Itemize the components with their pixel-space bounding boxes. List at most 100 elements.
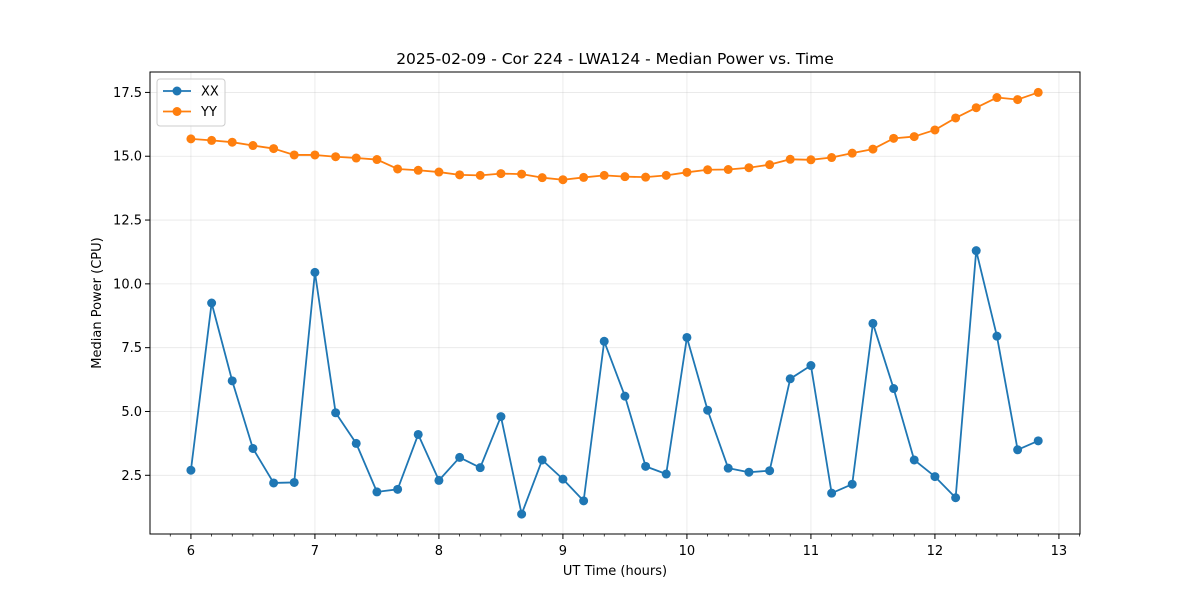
legend-marker-yy (172, 107, 182, 116)
x-tick-label: 10 (679, 544, 696, 559)
data-point-xx (971, 246, 981, 256)
data-point-yy (827, 153, 837, 163)
data-point-xx (455, 452, 465, 462)
series-line-xx (190, 249, 1039, 515)
data-point-yy (413, 165, 423, 175)
data-point-yy (641, 172, 651, 182)
legend-marker-xx (172, 86, 182, 96)
data-point-yy (1013, 95, 1023, 105)
data-point-yy (579, 172, 589, 182)
data-point-yy (951, 113, 961, 123)
data-point-xx (248, 443, 258, 453)
data-point-yy (599, 170, 609, 180)
data-point-yy (455, 170, 465, 180)
y-tick-label: 12.5 (113, 214, 142, 229)
data-point-yy (331, 152, 341, 162)
data-point-yy (971, 103, 981, 113)
data-point-xx (310, 267, 320, 277)
data-point-xx (558, 474, 568, 484)
data-point-xx (517, 509, 527, 519)
data-point-xx (951, 493, 961, 503)
data-point-yy (517, 169, 527, 179)
legend-label-yy: YY (200, 105, 217, 120)
x-tick-label: 7 (311, 544, 319, 559)
data-point-xx (682, 332, 692, 342)
data-point-yy (682, 167, 692, 177)
legend: XX YY (156, 78, 226, 127)
data-point-yy (207, 135, 217, 145)
y-tick-label: 15.0 (113, 150, 142, 165)
data-point-yy (289, 150, 299, 160)
data-point-xx (289, 477, 299, 487)
data-point-xx (620, 391, 630, 401)
data-point-yy (1033, 87, 1043, 97)
data-point-xx (537, 455, 547, 465)
grid-lines (150, 72, 1080, 534)
data-point-xx (475, 463, 485, 473)
data-point-xx (599, 336, 609, 346)
x-tick-label: 9 (559, 544, 567, 559)
data-point-yy (558, 175, 568, 185)
data-point-xx (207, 298, 217, 308)
data-point-yy (537, 173, 547, 183)
data-point-yy (992, 93, 1002, 103)
data-point-xx (331, 408, 341, 418)
x-tick-label: 8 (435, 544, 443, 559)
data-point-xx (909, 455, 919, 465)
data-point-xx (227, 376, 237, 386)
y-tick-label: 10.0 (113, 277, 142, 292)
data-point-yy (269, 144, 279, 154)
series-layer (186, 87, 1043, 519)
data-point-yy (868, 144, 878, 154)
y-tick-label: 17.5 (113, 86, 142, 101)
y-tick-label: 5.0 (121, 405, 142, 420)
data-point-yy (186, 134, 196, 144)
legend-item-xx: XX (163, 85, 219, 100)
data-point-xx (496, 412, 506, 422)
plot-frame (149, 71, 1081, 535)
data-point-xx (393, 484, 403, 494)
data-point-xx (703, 405, 713, 415)
chart-title: 2025-02-09 - Cor 224 - LWA124 - Median P… (396, 50, 834, 68)
data-point-yy (806, 155, 816, 165)
data-point-xx (785, 374, 795, 384)
x-tick-label: 11 (803, 544, 820, 559)
data-point-yy (620, 172, 630, 182)
data-point-yy (889, 133, 899, 143)
data-point-xx (186, 465, 196, 475)
data-point-xx (992, 331, 1002, 341)
data-point-xx (827, 488, 837, 498)
data-point-xx (930, 472, 940, 482)
data-point-yy (310, 150, 320, 160)
data-point-xx (579, 496, 589, 506)
data-point-yy (434, 167, 444, 177)
x-tick-label: 13 (1051, 544, 1068, 559)
data-point-xx (372, 487, 382, 497)
data-point-xx (847, 479, 857, 489)
y-axis-label: Median Power (CPU) (90, 237, 105, 368)
data-point-yy (372, 155, 382, 165)
data-point-yy (227, 137, 237, 147)
axes: 6 7 8 9 10 11 12 13 2.5 5.0 7.5 10.0 12.5 15.0 17.5 (113, 71, 1081, 559)
data-point-yy (661, 170, 671, 180)
data-point-xx (269, 478, 279, 488)
data-point-yy (475, 170, 485, 180)
data-point-yy (393, 164, 403, 174)
series-yy (186, 87, 1043, 185)
legend-item-yy: YY (163, 105, 217, 120)
data-point-xx (868, 318, 878, 328)
data-point-xx (641, 461, 651, 471)
data-point-xx (806, 361, 816, 371)
data-point-yy (723, 165, 733, 175)
data-point-xx (413, 429, 423, 439)
data-point-yy (765, 160, 775, 170)
y-tick-label: 2.5 (121, 469, 142, 484)
x-tick-label: 12 (927, 544, 944, 559)
legend-label-xx: XX (201, 85, 219, 100)
data-point-xx (765, 466, 775, 476)
x-tick-label: 6 (187, 544, 195, 559)
data-point-xx (434, 475, 444, 485)
data-point-yy (785, 154, 795, 164)
